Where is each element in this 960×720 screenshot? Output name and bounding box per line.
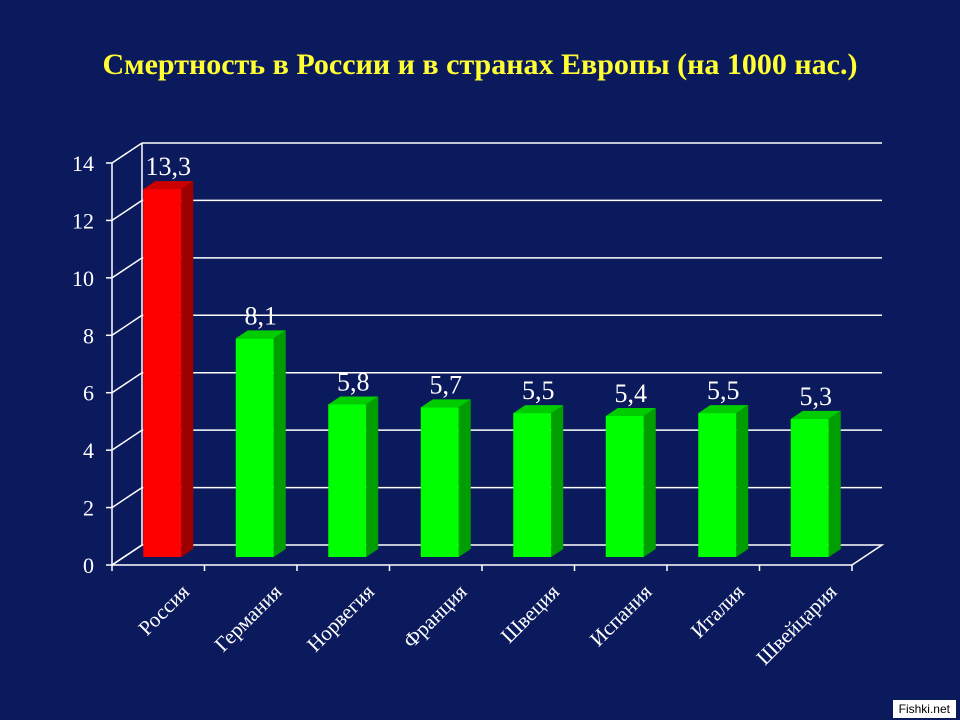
gridline-depth (111, 429, 143, 451)
data-label: 5,8 (337, 367, 370, 396)
y-tick-label: 6 (83, 381, 94, 406)
y-tick-label: 10 (72, 266, 94, 291)
gridline-depth (111, 372, 143, 394)
category-label: Швейцария (751, 579, 841, 669)
category-label: Россия (133, 579, 194, 640)
floor-outline (111, 544, 885, 566)
bar-side (736, 405, 749, 557)
bar-top (513, 405, 564, 414)
bar-top (605, 407, 656, 416)
gridlines (111, 142, 882, 566)
category-label: Норвегия (302, 579, 379, 656)
bar (420, 399, 471, 557)
gridline-depth (111, 486, 143, 509)
category-label: Испания (585, 579, 657, 651)
data-label: 5,3 (800, 382, 833, 411)
bar-front (513, 413, 552, 557)
gridline-depth (111, 257, 143, 279)
axes (106, 143, 885, 571)
bar-side (181, 181, 194, 557)
chart-title: Смертность в России и в странах Европы (… (102, 48, 858, 81)
bar-side (643, 407, 656, 557)
bar-front (420, 407, 459, 557)
y-tick-label: 4 (83, 438, 94, 463)
category-label: Италия (686, 579, 750, 643)
bar-top (235, 330, 286, 339)
bar-side (458, 399, 471, 557)
y-tick-label: 2 (83, 496, 94, 521)
gridline-depth (111, 314, 143, 336)
bar-side (828, 410, 841, 557)
bar (143, 181, 194, 557)
bar (513, 405, 564, 557)
y-tick-label: 0 (83, 553, 94, 578)
category-label: Швеция (496, 579, 564, 647)
category-label: Германия (210, 579, 287, 656)
bar-top (420, 399, 471, 408)
data-label: 5,5 (522, 376, 555, 405)
data-label: 5,4 (615, 379, 648, 408)
bar-front (328, 404, 367, 557)
data-label: 8,1 (245, 301, 278, 330)
bar-top (790, 410, 841, 419)
bar-front (790, 418, 829, 557)
bars (143, 181, 841, 557)
gridline-depth (111, 142, 143, 164)
watermark: Fishki.net (892, 700, 956, 718)
bar (235, 330, 286, 557)
data-label: 13,3 (146, 152, 192, 181)
bar (328, 396, 379, 557)
data-label: 5,5 (707, 376, 740, 405)
bar-front (698, 413, 737, 557)
bar-front (143, 189, 182, 557)
bar (605, 407, 656, 557)
bar (698, 405, 749, 557)
bar-top (698, 405, 749, 414)
bar-side (366, 396, 379, 557)
data-label: 5,7 (430, 370, 463, 399)
bar-side (273, 330, 286, 557)
bar-top (328, 396, 379, 405)
bar-front (235, 338, 274, 557)
gridline-depth (111, 199, 143, 222)
y-tick-label: 12 (72, 208, 94, 233)
category-label: Франция (398, 579, 472, 653)
bar-top (143, 181, 194, 190)
bar-side (551, 405, 564, 557)
bar-front (605, 415, 644, 557)
bar (790, 410, 841, 557)
y-tick-label: 8 (83, 323, 94, 348)
y-tick-label: 14 (72, 151, 94, 176)
